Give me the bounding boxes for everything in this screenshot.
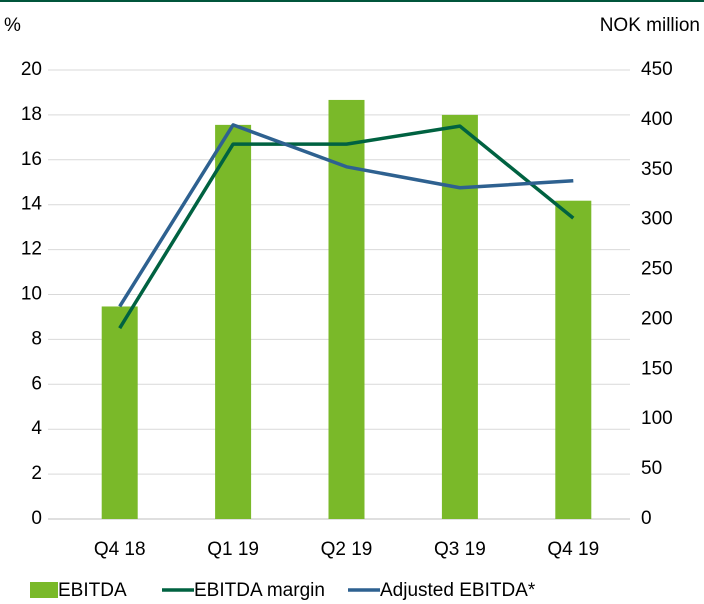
x-tick-label: Q3 19 <box>434 539 486 560</box>
x-tick-label: Q2 19 <box>321 539 373 560</box>
x-tick-label: Q1 19 <box>207 539 259 560</box>
bar <box>215 124 252 519</box>
x-tick-label: Q4 18 <box>94 539 146 560</box>
legend-swatch <box>30 582 58 598</box>
y2-tick-label: 300 <box>641 209 673 230</box>
y2-tick-label: 250 <box>641 259 673 280</box>
y-tick-label: 0 <box>31 508 42 529</box>
y2-tick-label: 50 <box>641 458 662 479</box>
bar <box>101 306 138 519</box>
y-tick-label: 20 <box>21 59 42 80</box>
y-tick-label: 12 <box>21 239 42 260</box>
y2-tick-label: 150 <box>641 358 673 379</box>
line <box>118 124 575 330</box>
y-tick-label: 14 <box>21 194 43 215</box>
x-tick-label: Q4 19 <box>547 539 599 560</box>
bar <box>441 114 478 520</box>
y2-tick-label: 400 <box>641 109 673 130</box>
legend-label: EBITDA <box>58 580 127 601</box>
y2-tick-label: 0 <box>641 508 652 529</box>
legend-label: EBITDA margin <box>194 580 325 601</box>
line <box>118 123 574 308</box>
y-tick-label: 16 <box>21 149 42 170</box>
y2-tick-label: 200 <box>641 308 673 329</box>
y-tick-label: 18 <box>21 104 42 125</box>
y-tick-label: 8 <box>31 328 42 349</box>
y2-tick-label: 100 <box>641 408 673 429</box>
y2-tick-label: 450 <box>641 59 673 80</box>
y-axis-label: % <box>4 15 21 36</box>
y-tick-label: 4 <box>31 418 42 439</box>
legend-label: Adjusted EBITDA* <box>380 580 536 601</box>
y-tick-label: 10 <box>21 284 42 305</box>
y2-tick-label: 350 <box>641 159 673 180</box>
top-rule <box>0 0 704 2</box>
y-tick-label: 6 <box>31 373 42 394</box>
y2-axis-label: NOK million <box>600 15 700 36</box>
y-tick-label: 2 <box>31 463 42 484</box>
bar <box>555 200 592 519</box>
